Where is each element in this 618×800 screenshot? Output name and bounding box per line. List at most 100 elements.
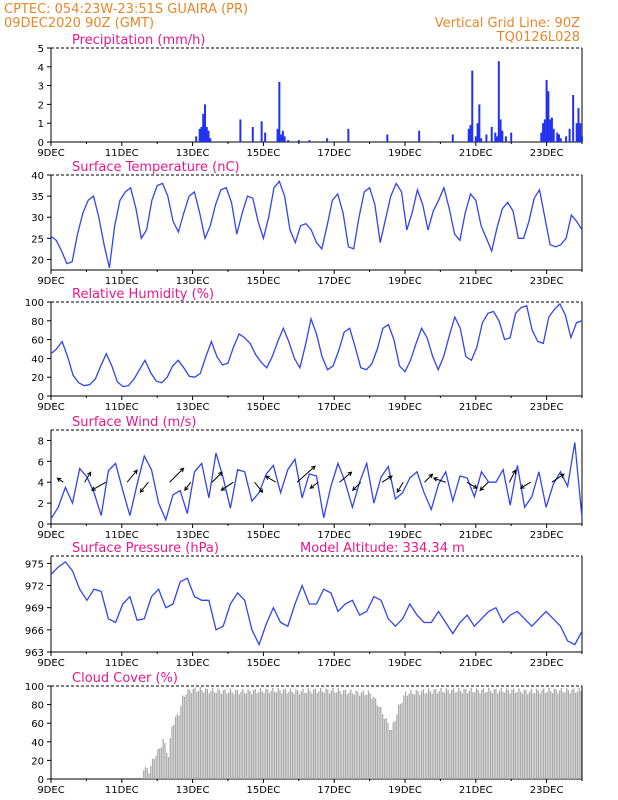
wind-arrow: [57, 477, 64, 483]
y-tick-label: 4: [38, 63, 44, 74]
cloud-bar: [350, 689, 352, 779]
precip-bar: [347, 128, 350, 142]
cloud-bar: [442, 691, 444, 779]
x-tick-label: 19DEC: [388, 530, 422, 541]
cloud-bar: [284, 688, 286, 779]
precip-bar: [209, 138, 212, 142]
cloud-bar: [474, 692, 476, 779]
wind-arrow-head: [86, 471, 92, 477]
panel-pressure: Surface Pressure (hPa) Model Altitude: 33…: [25, 541, 583, 669]
cloud-bar: [546, 691, 548, 779]
wind-arrow: [91, 481, 107, 491]
cloud-bar: [512, 688, 515, 779]
cloud-bar: [537, 690, 540, 779]
cloud-bar: [148, 773, 150, 779]
cloud-bar: [405, 691, 407, 779]
precip-bar: [497, 61, 500, 142]
x-tick-label: 15DEC: [247, 785, 281, 796]
cloud-bar: [192, 688, 194, 779]
precip-bar: [550, 117, 553, 142]
cloud-bar: [433, 689, 435, 779]
cloud-bar: [521, 693, 524, 779]
cloud-bar: [201, 690, 203, 779]
cloud-bar: [328, 693, 331, 779]
cloud-bar: [390, 730, 393, 779]
series-line-temp: [50, 180, 583, 269]
x-tick-label: 21DEC: [459, 530, 493, 541]
cloud-bar: [551, 693, 554, 779]
cloud-bar: [468, 690, 471, 779]
x-tick-label: 21DEC: [459, 658, 493, 669]
y-tick-label: 969: [25, 604, 44, 615]
x-tick-label: 9DEC: [37, 785, 64, 796]
cloud-bar: [266, 689, 269, 779]
precip-bar: [490, 126, 493, 142]
y-tick-label: 60: [31, 719, 44, 730]
precip-bar: [260, 121, 263, 142]
precip-bar: [251, 126, 254, 142]
cloud-bar: [210, 690, 212, 779]
cloud-bar: [334, 692, 336, 779]
cloud-bar: [304, 693, 306, 779]
cloud-bar: [371, 698, 373, 779]
cloud-bar: [399, 703, 401, 779]
cloud-bar: [553, 688, 555, 779]
cloud-bar: [254, 688, 256, 779]
cloud-bar: [576, 691, 578, 779]
header-run-code: TQ0126L028: [496, 30, 580, 45]
cloud-bar: [341, 694, 343, 779]
cloud-bar: [291, 691, 294, 779]
cloud-bar: [327, 689, 329, 779]
cloud-bar: [500, 687, 502, 779]
x-tick-label: 23DEC: [530, 402, 564, 413]
series-line-wind: [50, 442, 583, 522]
cloud-bar: [479, 693, 481, 779]
wind-arrow-head: [432, 477, 438, 482]
cloud-bar: [323, 692, 325, 779]
wind-arrow-head: [184, 486, 189, 492]
x-tick-label: 13DEC: [176, 530, 210, 541]
cloud-bar: [514, 693, 517, 779]
cloud-bar: [578, 687, 580, 779]
cloud-bar: [440, 687, 442, 779]
cloud-bar: [311, 693, 313, 779]
cloud-bar: [431, 693, 433, 779]
cloud-bar: [412, 693, 414, 779]
cloud-bar: [465, 688, 467, 779]
cloud-bar: [344, 689, 347, 779]
cloud-bar: [428, 688, 430, 779]
x-tick-label: 19DEC: [388, 785, 422, 796]
cloud-bar: [252, 690, 255, 779]
y-tick-label: 8: [38, 436, 44, 447]
y-tick-label: 40: [31, 354, 44, 365]
cloud-bar: [351, 693, 354, 779]
x-tick-label: 11DEC: [105, 658, 139, 669]
x-tick-label: 23DEC: [530, 530, 564, 541]
precip-bar: [467, 128, 470, 142]
precip-bar: [577, 108, 580, 142]
cloud-bar: [155, 755, 157, 779]
y-tick-label: 6: [38, 457, 44, 468]
cloud-bar: [217, 688, 219, 779]
precip-bar: [451, 134, 454, 142]
wind-arrow: [339, 471, 352, 483]
wind-arrow: [211, 471, 223, 483]
cloud-bar: [144, 767, 147, 779]
cloud-bar: [367, 690, 370, 779]
x-tick-label: 21DEC: [459, 148, 493, 159]
wind-arrow: [551, 473, 565, 483]
wind-arrow: [309, 481, 319, 489]
wind-arrow: [466, 481, 478, 489]
precip-bar: [476, 123, 479, 142]
wind-arrow-head: [387, 475, 393, 480]
x-tick-label: 11DEC: [105, 785, 139, 796]
x-tick-label: 9DEC: [37, 530, 64, 541]
y-tick-label: 963: [25, 648, 44, 659]
wind-arrow: [508, 469, 516, 483]
cloud-bar: [263, 693, 265, 779]
y-tick-label: 0: [38, 392, 44, 403]
cloud-bar: [520, 691, 522, 779]
cloud-bar: [297, 690, 299, 779]
precip-bar: [308, 140, 311, 142]
x-tick-label: 13DEC: [176, 276, 210, 287]
